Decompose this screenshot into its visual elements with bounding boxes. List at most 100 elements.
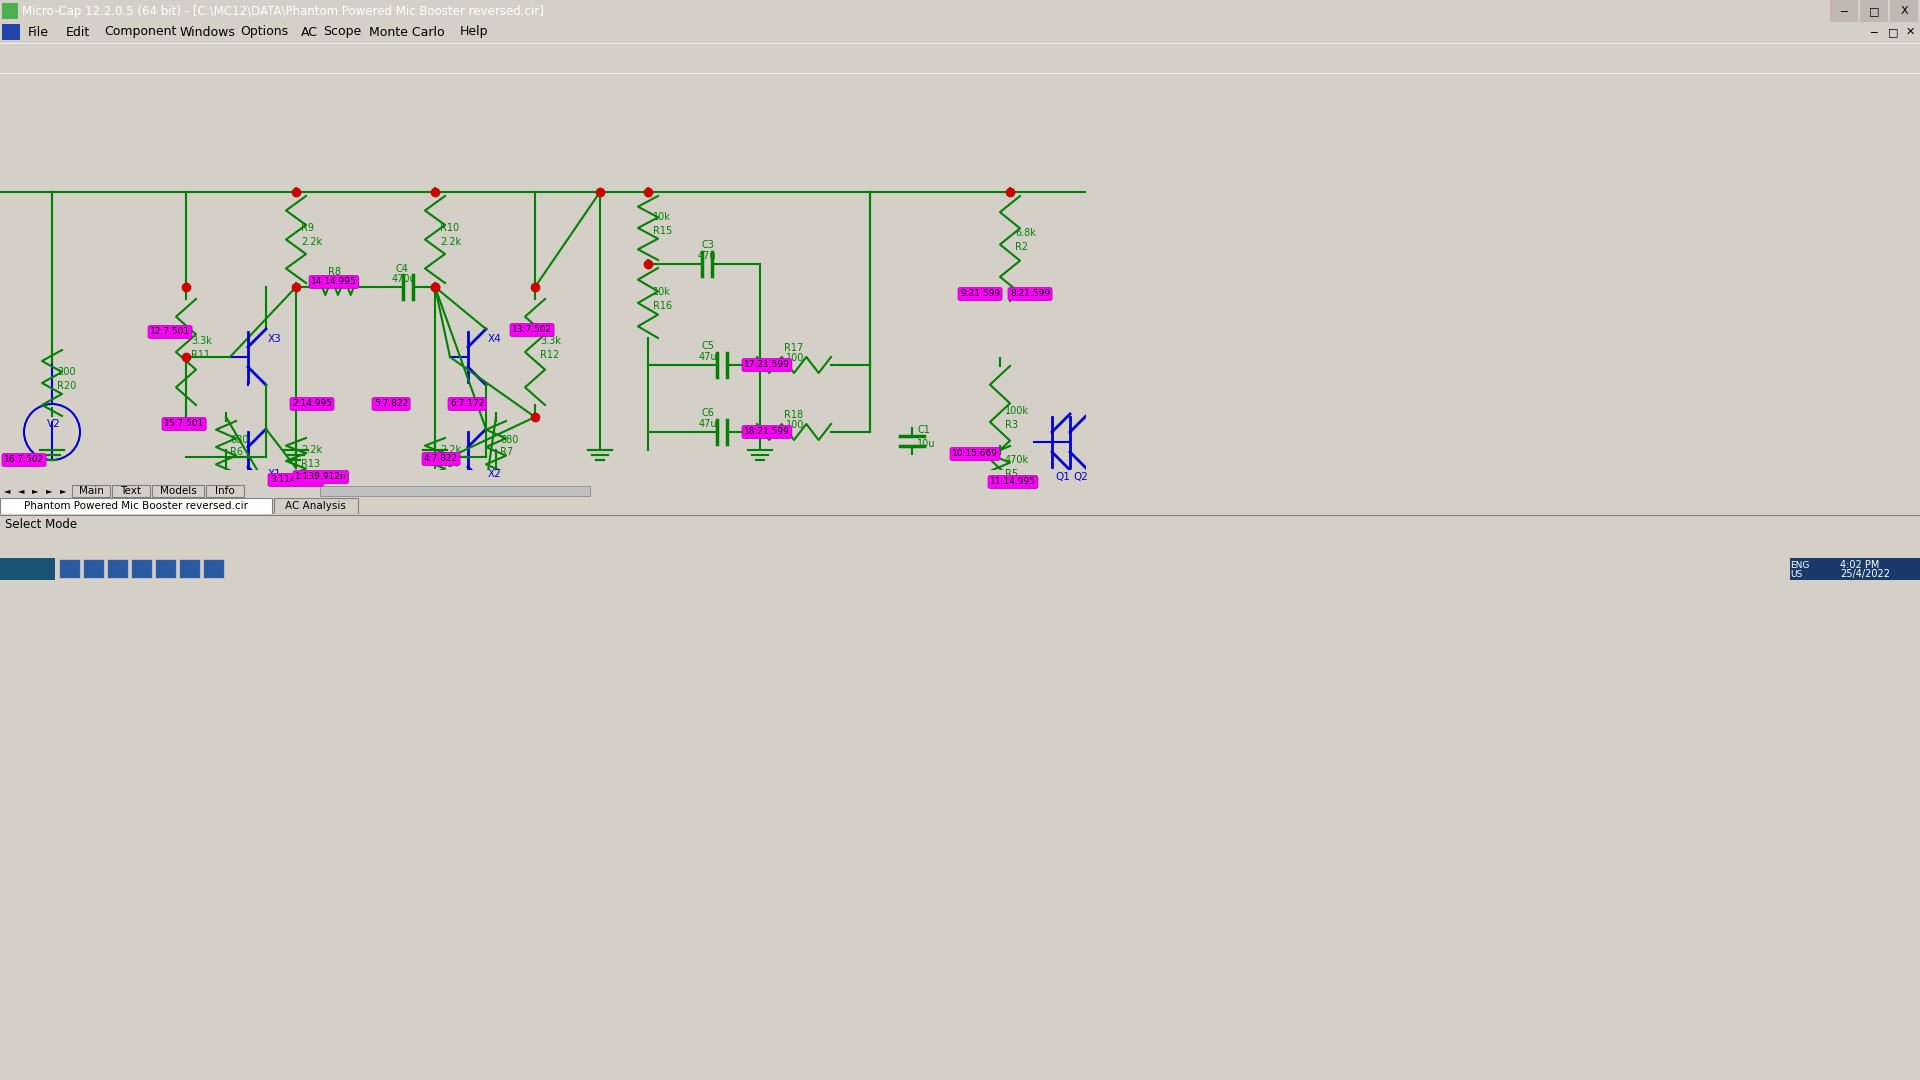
Text: R9: R9 [301, 224, 315, 233]
Bar [204, 561, 225, 578]
Bar [1889, 0, 1918, 22]
Text: 8:21.599: 8:21.599 [1010, 289, 1050, 298]
Text: ►: ► [46, 486, 52, 496]
Bar [73, 485, 109, 497]
Text: Micro-Cap 12.2.0.5 (64 bit) - [C:\MC12\DATA\Phantom Powered Mic Booster reversed: Micro-Cap 12.2.0.5 (64 bit) - [C:\MC12\D… [21, 4, 543, 17]
Text: X1: X1 [269, 469, 282, 480]
Text: R8: R8 [328, 267, 342, 276]
Text: Component: Component [104, 26, 177, 39]
Text: 2.2k: 2.2k [440, 445, 461, 455]
Text: Select Mode: Select Mode [6, 517, 77, 530]
Text: 2.2k: 2.2k [440, 238, 461, 247]
Text: ─: ─ [1841, 6, 1847, 16]
Text: 10k: 10k [653, 212, 670, 222]
Bar [60, 561, 81, 578]
Bar [0, 558, 56, 580]
Bar [205, 485, 244, 497]
Text: 47u: 47u [699, 352, 718, 362]
Text: R13: R13 [301, 459, 321, 469]
Text: R20: R20 [58, 381, 77, 391]
Text: 10u: 10u [918, 438, 935, 449]
Bar [321, 486, 589, 496]
Text: C5: C5 [703, 341, 714, 351]
Text: Help: Help [459, 26, 488, 39]
Text: 25/4/2022: 25/4/2022 [1839, 569, 1889, 580]
Text: File: File [29, 26, 50, 39]
Text: 47: 47 [328, 276, 340, 287]
Text: X: X [1901, 6, 1908, 16]
Text: 12:7.501: 12:7.501 [150, 327, 190, 337]
Text: Edit: Edit [65, 26, 90, 39]
Text: Phantom Powered Mic Booster reversed.cir: Phantom Powered Mic Booster reversed.cir [23, 501, 248, 511]
Text: 1:139.912n: 1:139.912n [296, 472, 348, 482]
Text: ENG: ENG [1789, 562, 1809, 570]
Text: C6: C6 [703, 408, 714, 418]
Text: Options: Options [240, 26, 288, 39]
Bar [2, 3, 17, 19]
Text: Info: Info [215, 486, 234, 496]
Text: R14: R14 [440, 459, 459, 469]
Text: 15:7.501: 15:7.501 [163, 419, 204, 429]
Text: 680: 680 [499, 435, 518, 445]
Text: 13:7.502: 13:7.502 [513, 325, 553, 335]
Bar [111, 485, 150, 497]
Bar [180, 561, 200, 578]
Text: 18:21.599: 18:21.599 [745, 428, 789, 436]
Text: ─: ─ [1870, 27, 1876, 37]
Text: R5: R5 [1004, 469, 1018, 480]
Text: ►: ► [60, 486, 67, 496]
Text: Models: Models [159, 486, 196, 496]
Text: R18: R18 [783, 410, 803, 420]
Text: R16: R16 [653, 301, 672, 311]
Bar [2, 24, 19, 40]
Text: R6: R6 [230, 447, 244, 457]
Text: R10: R10 [440, 224, 459, 233]
Text: 17:21.599: 17:21.599 [745, 361, 789, 369]
Text: Windows: Windows [179, 26, 236, 39]
Text: 3.3k: 3.3k [190, 336, 211, 346]
Bar [132, 561, 152, 578]
Text: C1: C1 [918, 426, 929, 435]
Text: 9:21.599: 9:21.599 [960, 289, 1000, 298]
Text: R3: R3 [1004, 420, 1018, 430]
Text: Q1: Q1 [1054, 472, 1069, 482]
Text: 100: 100 [785, 420, 804, 430]
Text: Text: Text [121, 486, 142, 496]
Text: X3: X3 [269, 334, 282, 345]
Text: Monte Carlo: Monte Carlo [369, 26, 445, 39]
Text: 2.2k: 2.2k [301, 238, 323, 247]
Text: 14:14.995: 14:14.995 [311, 278, 357, 286]
Bar [1830, 0, 1859, 22]
Text: ►: ► [33, 486, 38, 496]
Text: C4: C4 [396, 264, 407, 274]
Text: 16:7.502: 16:7.502 [4, 456, 44, 464]
Text: 2.2k: 2.2k [301, 445, 323, 455]
Text: 100k: 100k [1004, 406, 1029, 416]
Text: □: □ [1887, 27, 1899, 37]
Text: 200: 200 [58, 367, 75, 377]
Text: R15: R15 [653, 226, 672, 237]
Text: R7: R7 [499, 447, 513, 457]
Bar [156, 561, 177, 578]
Text: R12: R12 [540, 350, 559, 360]
Text: X2: X2 [488, 469, 501, 480]
Bar [1860, 0, 1887, 22]
Bar [84, 561, 104, 578]
Text: 10k: 10k [653, 287, 670, 297]
Text: Scope: Scope [323, 26, 361, 39]
Text: 47u: 47u [699, 251, 716, 261]
Text: ◄: ◄ [4, 486, 10, 496]
Text: US: US [1789, 570, 1803, 579]
Text: 470u: 470u [392, 274, 417, 284]
Text: Main: Main [79, 486, 104, 496]
Text: R17: R17 [783, 343, 803, 353]
Text: X4: X4 [488, 334, 501, 345]
Text: R2: R2 [1016, 243, 1027, 253]
Bar [1789, 558, 1920, 580]
Text: 3:114.729n: 3:114.729n [271, 475, 321, 485]
Text: □: □ [1868, 6, 1880, 16]
Text: 4:02 PM: 4:02 PM [1839, 559, 1880, 569]
Bar [0, 498, 273, 514]
Text: AC Analysis: AC Analysis [284, 501, 346, 511]
Text: 5:7.822: 5:7.822 [374, 400, 409, 408]
